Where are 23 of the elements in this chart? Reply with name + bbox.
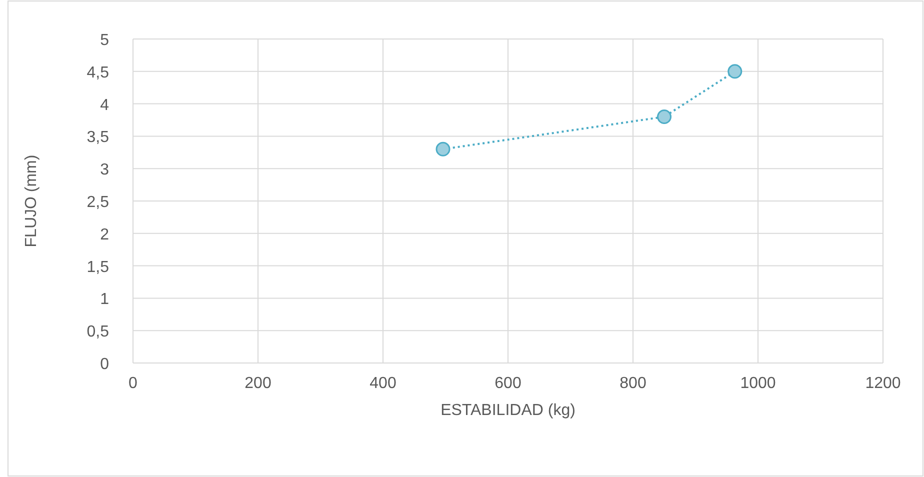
x-tick-label: 400 bbox=[370, 375, 396, 392]
x-tick-label: 800 bbox=[620, 375, 646, 392]
x-tick-label: 1000 bbox=[740, 375, 776, 392]
point bbox=[657, 110, 672, 124]
x-tick-label: 600 bbox=[494, 375, 522, 392]
y-tick-label: 0,5 bbox=[86, 324, 110, 341]
y-tick-label: 1 bbox=[100, 291, 110, 308]
y-tick-label: 5 bbox=[100, 32, 110, 49]
y-tick-label: 4 bbox=[100, 96, 110, 114]
y-tick-label: 2,5 bbox=[86, 194, 110, 211]
y-axis-title: FLUJO (mm) bbox=[23, 154, 40, 248]
point bbox=[728, 64, 742, 79]
y-tick-label: 0 bbox=[100, 356, 110, 373]
x-tick-label: 0 bbox=[128, 375, 138, 392]
point bbox=[436, 142, 450, 156]
y-tick-label: 2 bbox=[100, 226, 110, 244]
y-tick-label: 3,5 bbox=[86, 129, 110, 146]
y-tick-label: 3 bbox=[100, 162, 110, 179]
x-axis-title: ESTABILIDAD (kg) bbox=[440, 402, 576, 419]
y-tick-label: 4,5 bbox=[86, 64, 110, 82]
y-tick-label: 1,5 bbox=[86, 258, 110, 276]
x-tick-label: 1200 bbox=[865, 375, 901, 392]
x-tick-label: 200 bbox=[244, 375, 272, 392]
